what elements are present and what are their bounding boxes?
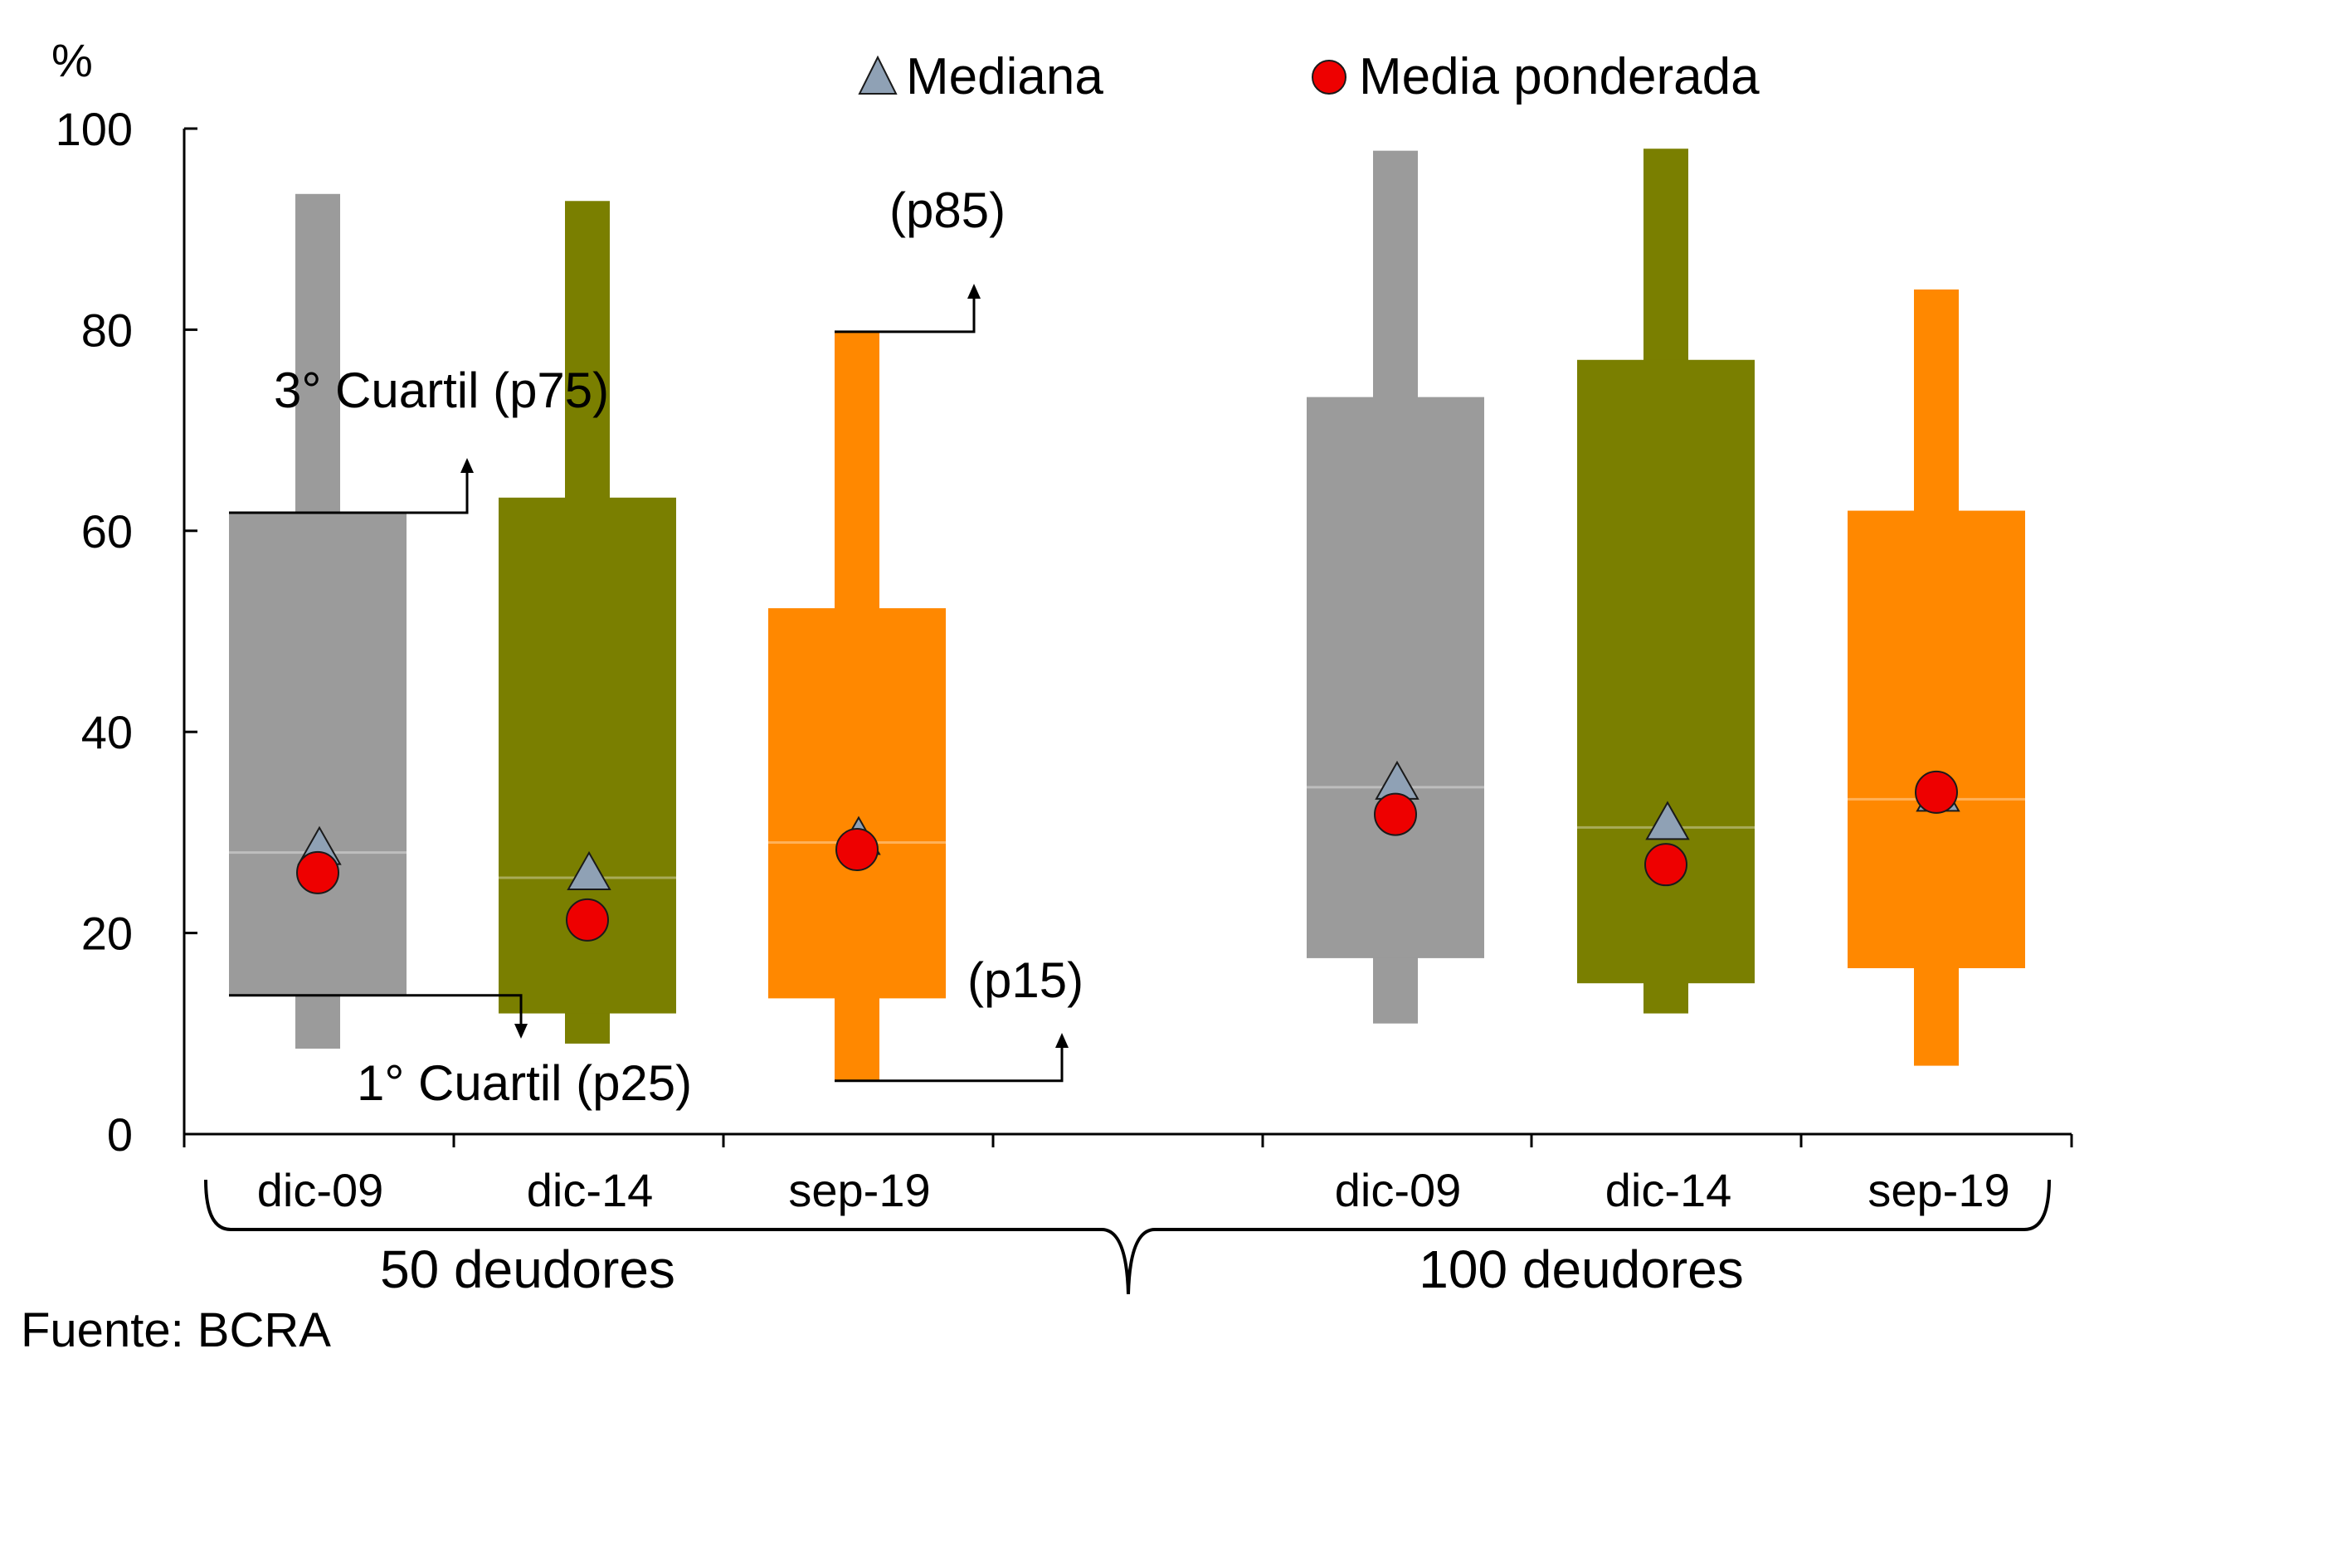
y-tick-label-80: 80 [81, 304, 133, 356]
legend-label-media: Media ponderada [1359, 48, 1760, 105]
y-tick-label-40: 40 [81, 706, 133, 758]
box-layer [229, 149, 2025, 1081]
arrow-up-icon [460, 458, 474, 473]
wmean-marker-g2-dic-09 [1374, 792, 1417, 836]
wmean-marker-g1-dic-09 [296, 850, 339, 894]
x-tick-label-g1-sep-19: sep-19 [788, 1164, 930, 1216]
median-marker-g2-dic-14 [1645, 801, 1690, 840]
leader-p25 [229, 994, 523, 1025]
annotation-layer [229, 284, 1069, 1083]
x-tick-label-g1-dic-14: dic-14 [527, 1164, 654, 1216]
axes-layer: dic-09 dic-14 sep-19 dic-09 dic-14 sep-19 0 20 4… [56, 103, 2073, 1216]
legend-triangle-icon [858, 55, 898, 95]
leader-p85 [835, 299, 976, 334]
legend: Mediana Media ponderada [858, 48, 1760, 105]
wmean-marker-g1-sep-19 [835, 828, 879, 872]
legend-circle-icon [1312, 60, 1346, 95]
box-g2-sep-19 [1848, 510, 2025, 969]
y-axis-unit: % [51, 34, 93, 86]
arrow-up-icon [967, 284, 981, 299]
wmean-marker-g1-dic-14 [566, 898, 609, 942]
annotation-p85: (p85) [889, 183, 1006, 238]
group-label-50: 50 deudores [380, 1239, 675, 1299]
x-tick-label-g2-sep-19: sep-19 [1867, 1164, 2009, 1216]
median-marker-g1-dic-14 [567, 850, 611, 890]
x-tick-label-g1-dic-09: dic-09 [257, 1164, 384, 1216]
annotation-p75: 3° Cuartil (p75) [274, 363, 609, 418]
y-tick-label-100: 100 [56, 103, 133, 155]
box-g1-sep-19 [768, 608, 946, 999]
wmean-marker-g2-sep-19 [1915, 770, 1958, 814]
group-label-100: 100 deudores [1419, 1239, 1743, 1299]
group-brace [204, 1179, 2051, 1295]
annotation-p15: (p15) [967, 952, 1083, 1008]
legend-label-mediana: Mediana [906, 48, 1103, 105]
box-g1-dic-09 [229, 512, 407, 996]
y-tick-label-0: 0 [107, 1108, 133, 1161]
source-note: Fuente: BCRA [21, 1303, 331, 1357]
arrow-down-icon [514, 1024, 528, 1039]
x-tick-label-g2-dic-14: dic-14 [1605, 1164, 1732, 1216]
box-g2-dic-09 [1307, 397, 1484, 958]
annotation-p25: 1° Cuartil (p25) [357, 1055, 692, 1111]
marker-layer [296, 760, 1960, 942]
leader-p75 [229, 473, 469, 514]
y-tick-label-60: 60 [81, 505, 133, 558]
wmean-marker-g2-dic-14 [1644, 843, 1687, 887]
y-tick-label-20: 20 [81, 908, 133, 960]
arrow-up-icon [1055, 1033, 1069, 1048]
x-tick-label-g2-dic-09: dic-09 [1335, 1164, 1462, 1216]
leader-p15 [835, 1048, 1064, 1083]
box-g2-dic-14 [1577, 359, 1755, 984]
